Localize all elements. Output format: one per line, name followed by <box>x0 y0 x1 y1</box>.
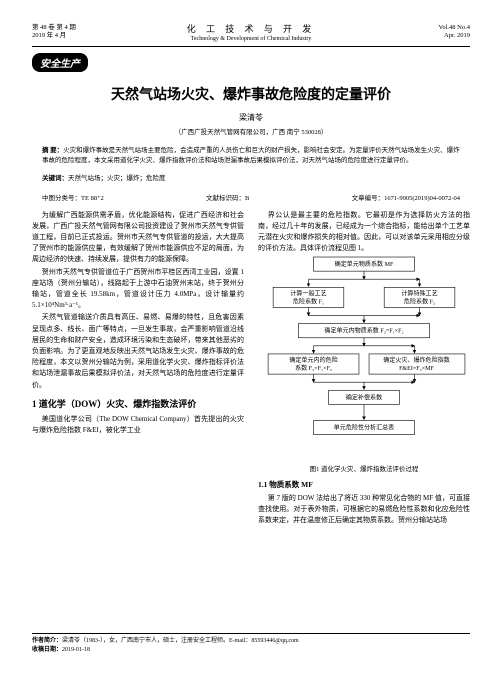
meta-row: 中图分类号：TE 88⁺2 文献标识码：B 文章编号：1671-9905(201… <box>42 192 460 202</box>
section-heading-1: 1 道化学（DOW）火灾、爆炸指数法评价 <box>32 397 244 411</box>
abstract-label: 摘 要： <box>42 147 63 154</box>
page-header: 第 48 卷 第 4 期 2019 年 4 月 化 工 技 术 与 开 发 Te… <box>32 24 470 43</box>
keywords-text: 天然气站场；火灾；爆炸；危险度 <box>68 175 166 182</box>
abstract-block: 摘 要：火灾和爆炸事故是天然气站场主要危险，会造成严重的人员伤亡和巨大的财产损失… <box>42 146 460 166</box>
paragraph: 贺州市天然气专供管道位于广西贺州市平桂区西湾工业园，设置 1 座站场（贺州分输站… <box>32 267 244 312</box>
right-column: 界公认是最主要的危险指数。它最初是作为选择防火方法的指南，经过几十年的发展，已经… <box>258 210 470 528</box>
clc: 中图分类号：TE 88⁺2 <box>42 192 104 202</box>
date-en: Apr. 2019 <box>380 32 470 40</box>
header-left: 第 48 卷 第 4 期 2019 年 4 月 <box>32 24 122 43</box>
flow-node: 危险系数 F₁ <box>293 298 324 306</box>
affiliation: （广西广投天然气管网有限公司，广西 南宁 530028） <box>32 126 470 136</box>
paragraph: 为缓解广西能源供需矛盾，优化能源结构，促进广西经济和社会发展，广西广投天然气管网… <box>32 210 244 266</box>
article-title: 天然气站场火灾、爆炸事故危险度的定量评价 <box>32 84 470 104</box>
paragraph: 天然气管道输送介质具有高压、易燃、易爆的特性，且危害因素呈现点多、线长、面广等特… <box>32 312 244 390</box>
paragraph: 第 7 版的 DOW 法给出了将近 330 种常见化合物的 MF 值，可直接查找… <box>258 493 470 527</box>
keywords-label: 关键词： <box>42 175 68 182</box>
header-rule <box>32 46 470 47</box>
flow-node: 确定单元内的危险 <box>289 356 337 364</box>
keywords-block: 关键词：天然气站场；火灾；爆炸；危险度 <box>42 174 460 184</box>
flow-node: F&EI=F₃×MF <box>399 367 434 373</box>
journal-name-cn: 化 工 技 术 与 开 发 <box>122 24 380 36</box>
doc-code: 文献标识码：B <box>206 192 249 202</box>
flow-node: 确定火灾、爆炸危险指数 <box>383 356 450 364</box>
flowchart-figure: 确定单元物质系数 MF 计算一般工艺 危险系数 F₁ 计算特殊工艺 危险系数 F… <box>258 255 470 457</box>
flow-node: 计算特殊工艺 <box>401 290 437 298</box>
date-cn: 2019 年 4 月 <box>32 32 122 40</box>
page: 第 48 卷 第 4 期 2019 年 4 月 化 工 技 术 与 开 发 Te… <box>0 0 502 676</box>
author-name: 梁清苓 <box>32 112 470 123</box>
figure-caption: 图1 道化学火灾、爆炸指数法评价过程 <box>258 465 470 475</box>
body-columns: 为缓解广西能源供需矛盾，优化能源结构，促进广西经济和社会发展，广西广投天然气管网… <box>32 210 470 528</box>
header-right: Vol.48 No.4 Apr. 2019 <box>380 24 470 43</box>
section-heading-1-1: 1.1 物质系数 MF <box>258 479 470 491</box>
flow-node: 确定补偿系数 <box>346 394 382 402</box>
flow-node: 危险系数 F₂ <box>404 298 435 306</box>
header-center: 化 工 技 术 与 开 发 Technology & Development o… <box>122 24 380 43</box>
vol-issue-en: Vol.48 No.4 <box>380 24 470 32</box>
author-info: 作者简介：梁清苓（1983-），女，广西南宁市人，硕士，注册安全工程师。E-ma… <box>32 637 470 645</box>
flow-node: 确定单元物质系数 MF <box>335 261 394 269</box>
section-badge: 安全生产 <box>32 53 88 72</box>
left-column: 为缓解广西能源供需矛盾，优化能源结构，促进广西经济和社会发展，广西广投天然气管网… <box>32 210 244 528</box>
abstract-text: 火灾和爆炸事故是天然气站场主要危险，会造成严重的人员伤亡和巨大的财产损失，影响社… <box>42 147 460 164</box>
journal-name-en: Technology & Development of Chemical Ind… <box>122 36 380 44</box>
page-footer: 作者简介：梁清苓（1983-），女，广西南宁市人，硕士，注册安全工程师。E-ma… <box>32 633 470 654</box>
flow-node: 确定单元内物质系数 F₃=F₁×F₂ <box>324 327 403 335</box>
flow-node: 计算一般工艺 <box>290 290 326 298</box>
paragraph: 美国道化学公司（The DOW Chemical Company）首先提出的火灾… <box>32 414 244 436</box>
paragraph: 界公认是最主要的危险指数。它最初是作为选择防火方法的指南，经过几十年的发展，已经… <box>258 210 470 255</box>
flow-node: 系数 F₃=F₁×F₂ <box>295 365 332 373</box>
article-no: 文章编号：1671-9905(2019)04-0072-04 <box>352 192 460 202</box>
flow-node: 单元危险性分析汇总表 <box>334 424 394 432</box>
received-date: 收稿日期：2019-01-18 <box>32 646 470 654</box>
